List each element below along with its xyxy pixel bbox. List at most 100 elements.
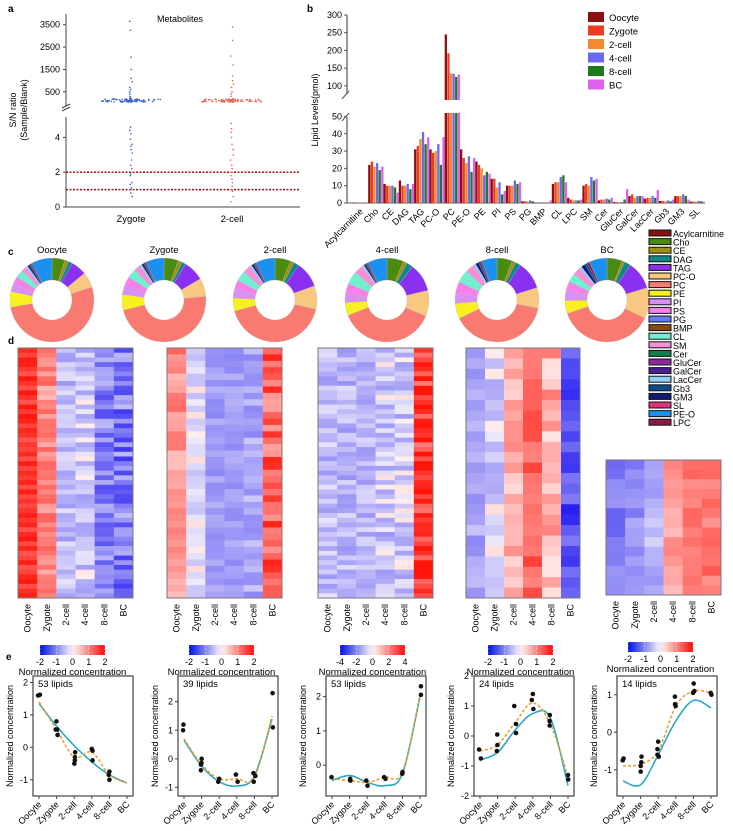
legend-swatch	[648, 367, 672, 375]
heatmap-cell	[167, 444, 187, 451]
data-point	[251, 100, 253, 103]
heatmap-cell	[75, 432, 95, 438]
data-point	[231, 91, 233, 93]
heatmap-cell	[337, 399, 357, 405]
legend-swatch	[648, 263, 672, 271]
heatmap-cell	[224, 424, 244, 432]
heatmap-cell	[243, 424, 264, 432]
heatmap-cell	[356, 508, 376, 514]
heatmap-cell	[167, 412, 187, 419]
bar	[503, 190, 506, 203]
bar	[495, 187, 499, 203]
heatmap-cell	[75, 555, 95, 561]
bar	[434, 151, 437, 203]
bar	[608, 199, 611, 203]
heatmap-cell	[75, 531, 95, 537]
colorbar-tick-label: -2	[185, 657, 193, 667]
column-label: Zygote	[630, 601, 640, 629]
heatmap-cell	[394, 418, 415, 424]
heatmap-cell	[504, 358, 524, 370]
heatmap-cell	[337, 461, 357, 467]
heatmap-cell	[56, 423, 76, 429]
data-point	[129, 126, 132, 128]
fit-curve	[183, 718, 273, 788]
heatmap-cell	[356, 470, 376, 476]
heatmap-cell	[394, 480, 415, 486]
colorbar-label: Normalized concentration	[467, 667, 575, 678]
heatmap-cell	[56, 451, 76, 457]
y-tick-label: 0	[607, 727, 612, 737]
heatmap-cell	[224, 437, 244, 445]
heatmap-cell	[262, 540, 283, 548]
heatmap-cell	[94, 423, 115, 429]
heatmap-cell	[337, 465, 357, 471]
data-point	[198, 767, 204, 773]
heatmap-cell	[113, 390, 134, 396]
heatmap-cell	[94, 465, 115, 471]
heatmap-cell	[37, 541, 57, 547]
heatmap-cell	[413, 414, 434, 420]
heatmap-cell	[56, 432, 76, 438]
heatmap-cell	[56, 579, 76, 585]
legend-label: GM3	[673, 392, 693, 402]
heatmap-cell	[413, 390, 434, 396]
heatmap-cell	[523, 525, 543, 536]
heatmap-cell	[205, 527, 225, 535]
data-point	[55, 732, 60, 738]
heatmap-cell	[413, 470, 434, 476]
heatmap-cell	[167, 367, 187, 374]
heatmap-cell	[356, 475, 376, 481]
heatmap-cell	[94, 357, 115, 363]
heatmap-cell	[394, 348, 415, 354]
heatmap-cell	[94, 517, 115, 523]
heatmap-cell	[337, 583, 357, 589]
heatmap-cell	[167, 373, 187, 381]
bar	[585, 183, 588, 203]
heatmap-cell	[413, 456, 434, 462]
heatmap-cell	[356, 371, 376, 377]
heatmap-cell	[243, 348, 264, 355]
heatmap-cell	[37, 414, 57, 420]
column-label: 4-cell	[380, 604, 390, 626]
data-point	[621, 756, 626, 761]
heatmap-cell	[413, 381, 434, 387]
heatmap-cell	[205, 591, 225, 599]
heatmap-cell	[75, 489, 95, 495]
heatmap-cell	[504, 535, 524, 547]
heatmap-cell	[337, 432, 357, 438]
heatmap-cell	[262, 508, 283, 515]
heatmap-cell	[75, 480, 95, 486]
column-label: Zygote	[191, 604, 201, 632]
bar	[658, 200, 662, 203]
y-tick-label: 0	[337, 198, 342, 208]
heatmap-cell	[663, 585, 683, 596]
data-point	[209, 98, 211, 101]
heatmap-cell	[485, 431, 505, 443]
heatmap-cell	[113, 480, 134, 486]
heatmap-cell	[113, 461, 134, 467]
heatmap-cell	[356, 536, 376, 542]
data-point	[529, 697, 535, 703]
heatmap-cell	[413, 536, 434, 542]
heatmap-cell	[37, 522, 57, 528]
heatmap-cell	[18, 574, 38, 580]
bar	[574, 200, 578, 203]
heatmap-cell	[56, 447, 76, 453]
bar	[386, 185, 389, 203]
heatmap-cell	[75, 348, 95, 354]
bar	[623, 199, 626, 203]
heatmap-cell	[37, 527, 57, 533]
heatmap-cell	[337, 456, 357, 462]
heatmap-cell	[56, 517, 76, 523]
legend-swatch	[648, 375, 672, 383]
bar	[651, 196, 654, 203]
heatmap-cell	[625, 585, 645, 596]
heatmap-cell	[224, 380, 244, 387]
heatmap-cell	[113, 546, 134, 552]
heatmap-cell	[94, 508, 115, 514]
heatmap-cell	[56, 564, 76, 570]
heatmap-cell	[485, 410, 505, 422]
data-point	[237, 99, 239, 102]
heatmap-cell	[356, 418, 376, 424]
heatmap-cell	[94, 536, 115, 542]
